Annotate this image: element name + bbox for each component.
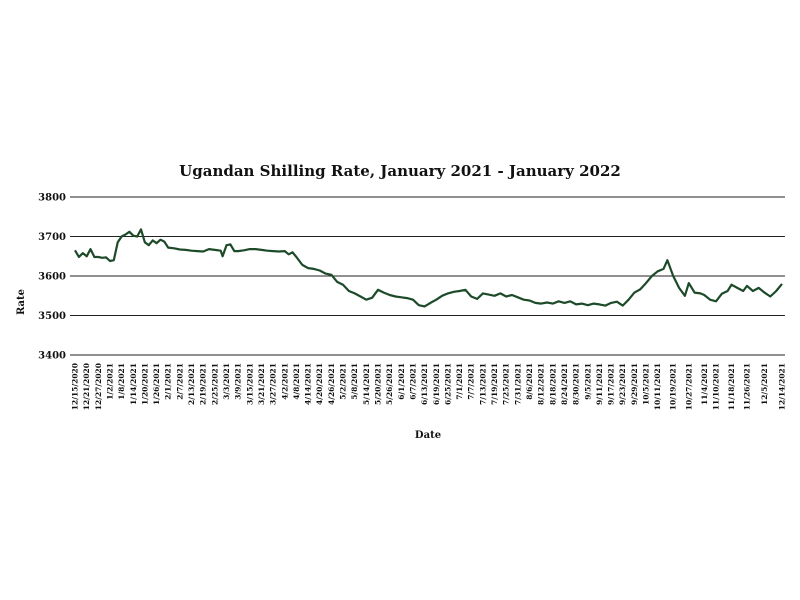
x-tick-label: 2/19/2021 [199,363,208,405]
x-tick-label: 6/1/2021 [397,363,406,400]
x-tick-label: 11/10/2021 [711,363,720,410]
x-tick-label: 9/23/2021 [618,363,627,405]
y-tick-label: 3400 [38,351,66,362]
x-tick-label: 7/1/2021 [455,363,464,400]
x-tick-label: 7/31/2021 [513,363,522,405]
x-tick-label: 1/2/2021 [105,363,114,400]
x-tick-label: 7/13/2021 [478,363,487,405]
x-tick-label: 12/27/2020 [94,363,103,410]
x-tick-label: 7/7/2021 [467,363,476,400]
x-tick-label: 3/27/2021 [269,363,278,405]
x-tick-label: 4/20/2021 [315,363,324,405]
x-tick-label: 3/9/2021 [234,363,243,400]
x-tick-label: 1/8/2021 [117,363,126,400]
x-tick-label: 9/11/2021 [595,363,604,405]
y-tick-label: 3700 [38,232,66,243]
x-tick-label: 12/14/2021 [778,363,787,410]
x-tick-label: 11/26/2021 [743,363,752,410]
chart-title: Ugandan Shilling Rate, January 2021 - Ja… [179,162,621,180]
y-tick-label: 3600 [38,272,66,283]
y-axis-ticks: 3400 3500 3600 3700 3800 [38,193,66,362]
x-tick-label: 11/18/2021 [727,363,736,410]
x-tick-label: 6/13/2021 [420,363,429,405]
x-tick-label: 10/5/2021 [642,363,651,405]
x-tick-label: 5/20/2021 [374,363,383,405]
x-tick-label: 2/13/2021 [187,363,196,405]
x-tick-label: 4/14/2021 [304,363,313,405]
x-tick-label: 10/19/2021 [669,363,678,410]
x-tick-label: 4/26/2021 [327,363,336,405]
x-tick-label: 12/15/2020 [71,363,80,410]
x-tick-label: 7/25/2021 [502,363,511,405]
y-tick-label: 3500 [38,311,66,322]
x-tick-label: 3/3/2021 [222,363,231,400]
x-tick-label: 2/1/2021 [164,363,173,400]
x-tick-label: 8/30/2021 [572,363,581,405]
x-tick-label: 12/5/2021 [760,363,769,405]
x-tick-label: 1/26/2021 [152,363,161,405]
x-tick-label: 10/27/2021 [684,363,693,410]
y-axis-label: Rate [16,289,27,315]
x-tick-label: 6/7/2021 [408,363,417,400]
x-tick-label: 12/21/2020 [82,363,91,410]
x-tick-label: 4/8/2021 [292,363,301,400]
x-tick-label: 1/20/2021 [140,363,149,405]
x-tick-label: 8/6/2021 [525,363,534,400]
x-tick-label: 6/25/2021 [443,363,452,405]
x-tick-label: 3/21/2021 [257,363,266,405]
x-tick-label: 9/5/2021 [583,363,592,400]
series-line [74,228,783,308]
x-tick-label: 8/18/2021 [548,363,557,405]
x-tick-label: 7/19/2021 [490,363,499,405]
x-tick-label: 4/2/2021 [280,363,289,400]
x-tick-label: 5/2/2021 [339,363,348,400]
x-tick-label: 6/19/2021 [432,363,441,405]
x-axis-ticks: 12/15/2020 12/21/2020 12/27/2020 1/2/2021 1/… [71,363,787,410]
x-tick-label: 5/14/2021 [362,363,371,405]
x-tick-label: 9/29/2021 [630,363,639,405]
x-tick-label: 2/7/2021 [175,363,184,400]
x-tick-label: 11/4/2021 [700,363,709,405]
x-tick-label: 2/25/2021 [210,363,219,405]
x-axis-label: Date [415,430,441,441]
x-tick-label: 3/15/2021 [245,363,254,405]
x-tick-label: 5/8/2021 [350,363,359,400]
x-tick-label: 9/17/2021 [607,363,616,405]
x-tick-label: 8/12/2021 [537,363,546,405]
grid-lines [70,196,785,356]
y-tick-label: 3800 [38,193,66,204]
x-tick-label: 5/26/2021 [385,363,394,405]
x-tick-label: 8/24/2021 [560,363,569,405]
x-tick-label: 10/11/2021 [653,363,662,410]
x-tick-label: 1/14/2021 [129,363,138,405]
